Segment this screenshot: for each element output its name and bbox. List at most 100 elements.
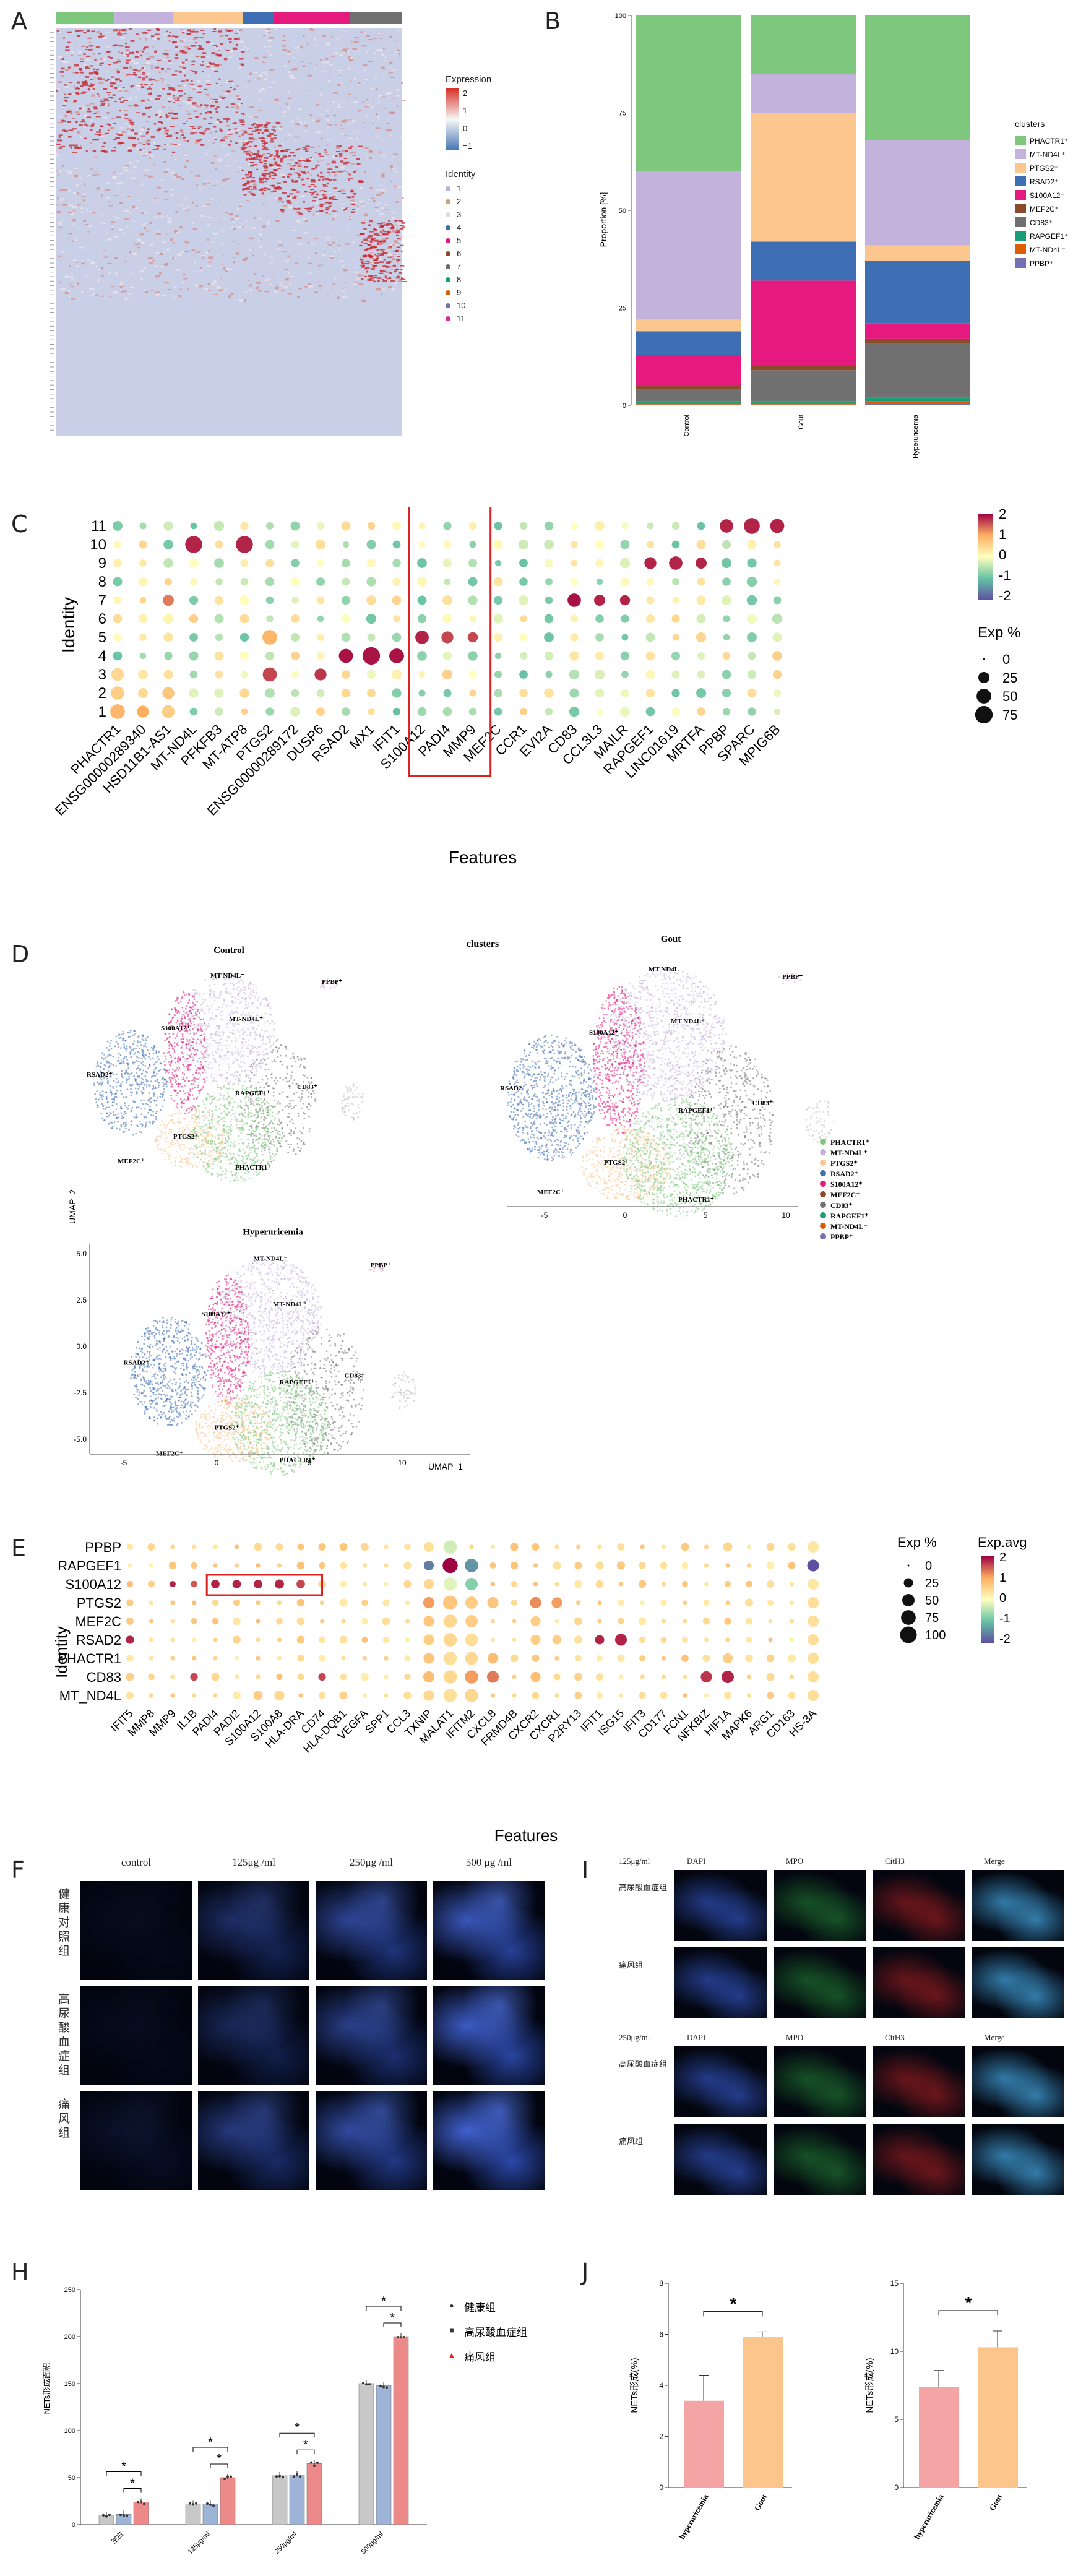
heatmap-cell bbox=[365, 260, 369, 262]
umap-control-cd83 bbox=[285, 1046, 287, 1048]
heatmap-cell bbox=[131, 129, 134, 132]
heatmap-cell bbox=[310, 189, 314, 191]
umap-control-rsad2 bbox=[119, 1128, 121, 1131]
heatmap-cell bbox=[158, 127, 162, 131]
heatmap-cell bbox=[273, 158, 276, 160]
umap-control-cd83 bbox=[265, 1075, 268, 1077]
umap-control-mtnd4l bbox=[209, 984, 211, 987]
heatmap-cell bbox=[171, 151, 176, 153]
heatmap-cell bbox=[356, 282, 359, 283]
heatmap-cell bbox=[258, 155, 264, 157]
heatmap-cell bbox=[128, 172, 134, 173]
heatmap-cell bbox=[305, 150, 309, 152]
umap-control-s100a12 bbox=[173, 1058, 176, 1060]
umap-control-rsad2 bbox=[125, 1049, 127, 1051]
heatmap-cell bbox=[390, 269, 394, 270]
heatmap-cell bbox=[363, 228, 367, 230]
umap-control-rsad2 bbox=[140, 1099, 142, 1101]
umap-control-cd83 bbox=[251, 1066, 253, 1068]
umap-control-rsad2 bbox=[126, 1088, 129, 1090]
umap-control-rsad2 bbox=[125, 1078, 127, 1080]
dotplot-point bbox=[338, 648, 353, 663]
heatmap-cell bbox=[272, 184, 275, 187]
umap-control-s100a12 bbox=[200, 1018, 202, 1020]
heatmap-cell bbox=[166, 93, 171, 95]
heatmap-cell bbox=[353, 77, 356, 80]
heatmap-cell bbox=[143, 222, 147, 224]
heatmap-cell bbox=[98, 269, 101, 270]
heatmap-cell bbox=[338, 103, 340, 106]
heatmap-row-label bbox=[50, 186, 54, 187]
heatmap-cell bbox=[361, 262, 365, 265]
heatmap-cell bbox=[205, 93, 207, 95]
stacked-bar-segment bbox=[636, 386, 741, 390]
umap-control-cd83 bbox=[300, 1064, 302, 1066]
heatmap-cell bbox=[384, 44, 388, 46]
heatmap-cell bbox=[256, 122, 259, 124]
umap-control-cd83 bbox=[288, 1087, 291, 1089]
heatmap-cell bbox=[358, 180, 363, 183]
umap-control-s100a12 bbox=[166, 1052, 169, 1054]
heatmap-cell bbox=[286, 52, 291, 55]
umap-control-mtnd4l bbox=[208, 1009, 210, 1011]
umap-control-rsad2 bbox=[100, 1113, 103, 1115]
identity-legend-label: 2 bbox=[457, 197, 462, 206]
heatmap-cell bbox=[316, 193, 319, 196]
heatmap-cell bbox=[325, 42, 330, 45]
heatmap-cell bbox=[190, 30, 194, 33]
heatmap-cell bbox=[160, 88, 164, 91]
umap-control-mtnd4l bbox=[233, 988, 235, 990]
umap-control-cd83 bbox=[293, 1131, 295, 1133]
heatmap-row-label bbox=[50, 91, 54, 92]
umap-control-mtnd4l bbox=[228, 1050, 230, 1053]
heatmap-cell bbox=[360, 259, 364, 261]
umap-control-cd83 bbox=[296, 1056, 299, 1058]
heatmap-cell bbox=[318, 285, 322, 287]
heatmap-cell bbox=[194, 42, 197, 44]
heatmap-cell bbox=[180, 288, 182, 290]
heatmap-cell bbox=[328, 192, 332, 194]
umap-control-s100a12 bbox=[189, 1088, 192, 1090]
umap-control-rsad2 bbox=[129, 1030, 132, 1032]
umap-control-mtnd4l bbox=[248, 986, 249, 989]
heatmap-cell bbox=[57, 197, 59, 199]
heatmap-cell bbox=[264, 45, 266, 48]
heatmap-cell bbox=[143, 227, 146, 230]
heatmap-cell bbox=[311, 180, 316, 183]
heatmap-cell bbox=[296, 236, 302, 239]
umap-control-mtnd4l bbox=[208, 1007, 210, 1010]
heatmap-cell bbox=[171, 109, 173, 111]
dotplot-point bbox=[621, 522, 629, 530]
heatmap-cell bbox=[272, 190, 277, 192]
heatmap-cell bbox=[269, 163, 273, 165]
heatmap-cell bbox=[261, 71, 266, 74]
heatmap-cell bbox=[77, 131, 80, 132]
dotplot-point bbox=[518, 539, 529, 550]
heatmap-cell bbox=[150, 67, 154, 69]
umap-control-mtnd4l bbox=[233, 1053, 236, 1055]
heatmap-cell bbox=[249, 249, 251, 251]
heatmap-cell bbox=[156, 145, 161, 147]
umap-control-mtnd4l bbox=[213, 978, 215, 980]
heatmap-cell bbox=[335, 151, 341, 152]
umap-control-cd83 bbox=[304, 1067, 306, 1069]
umap-control-mtnd4l bbox=[199, 994, 201, 997]
size-legend-label: 0 bbox=[1002, 652, 1010, 667]
umap-control-mtnd4l bbox=[188, 1041, 191, 1043]
umap-control-rsad2 bbox=[108, 1045, 111, 1047]
heatmap-cell bbox=[191, 249, 195, 251]
umap-control-cd83 bbox=[272, 1122, 274, 1125]
umap-control-mtnd4l bbox=[212, 1017, 215, 1020]
umap-control-mtnd4l bbox=[259, 1033, 261, 1036]
dotplot-point bbox=[415, 631, 429, 644]
heatmap-cell bbox=[63, 99, 66, 101]
heatmap-cell bbox=[83, 199, 85, 202]
heatmap-cell bbox=[295, 123, 300, 126]
heatmap-cell bbox=[289, 283, 291, 286]
heatmap-cell bbox=[137, 76, 142, 79]
heatmap-cell bbox=[371, 197, 375, 200]
heatmap-cell bbox=[288, 292, 292, 295]
umap-control-rsad2 bbox=[134, 1087, 137, 1090]
umap-control-rsad2 bbox=[141, 1125, 144, 1127]
heatmap-cell bbox=[123, 290, 127, 293]
